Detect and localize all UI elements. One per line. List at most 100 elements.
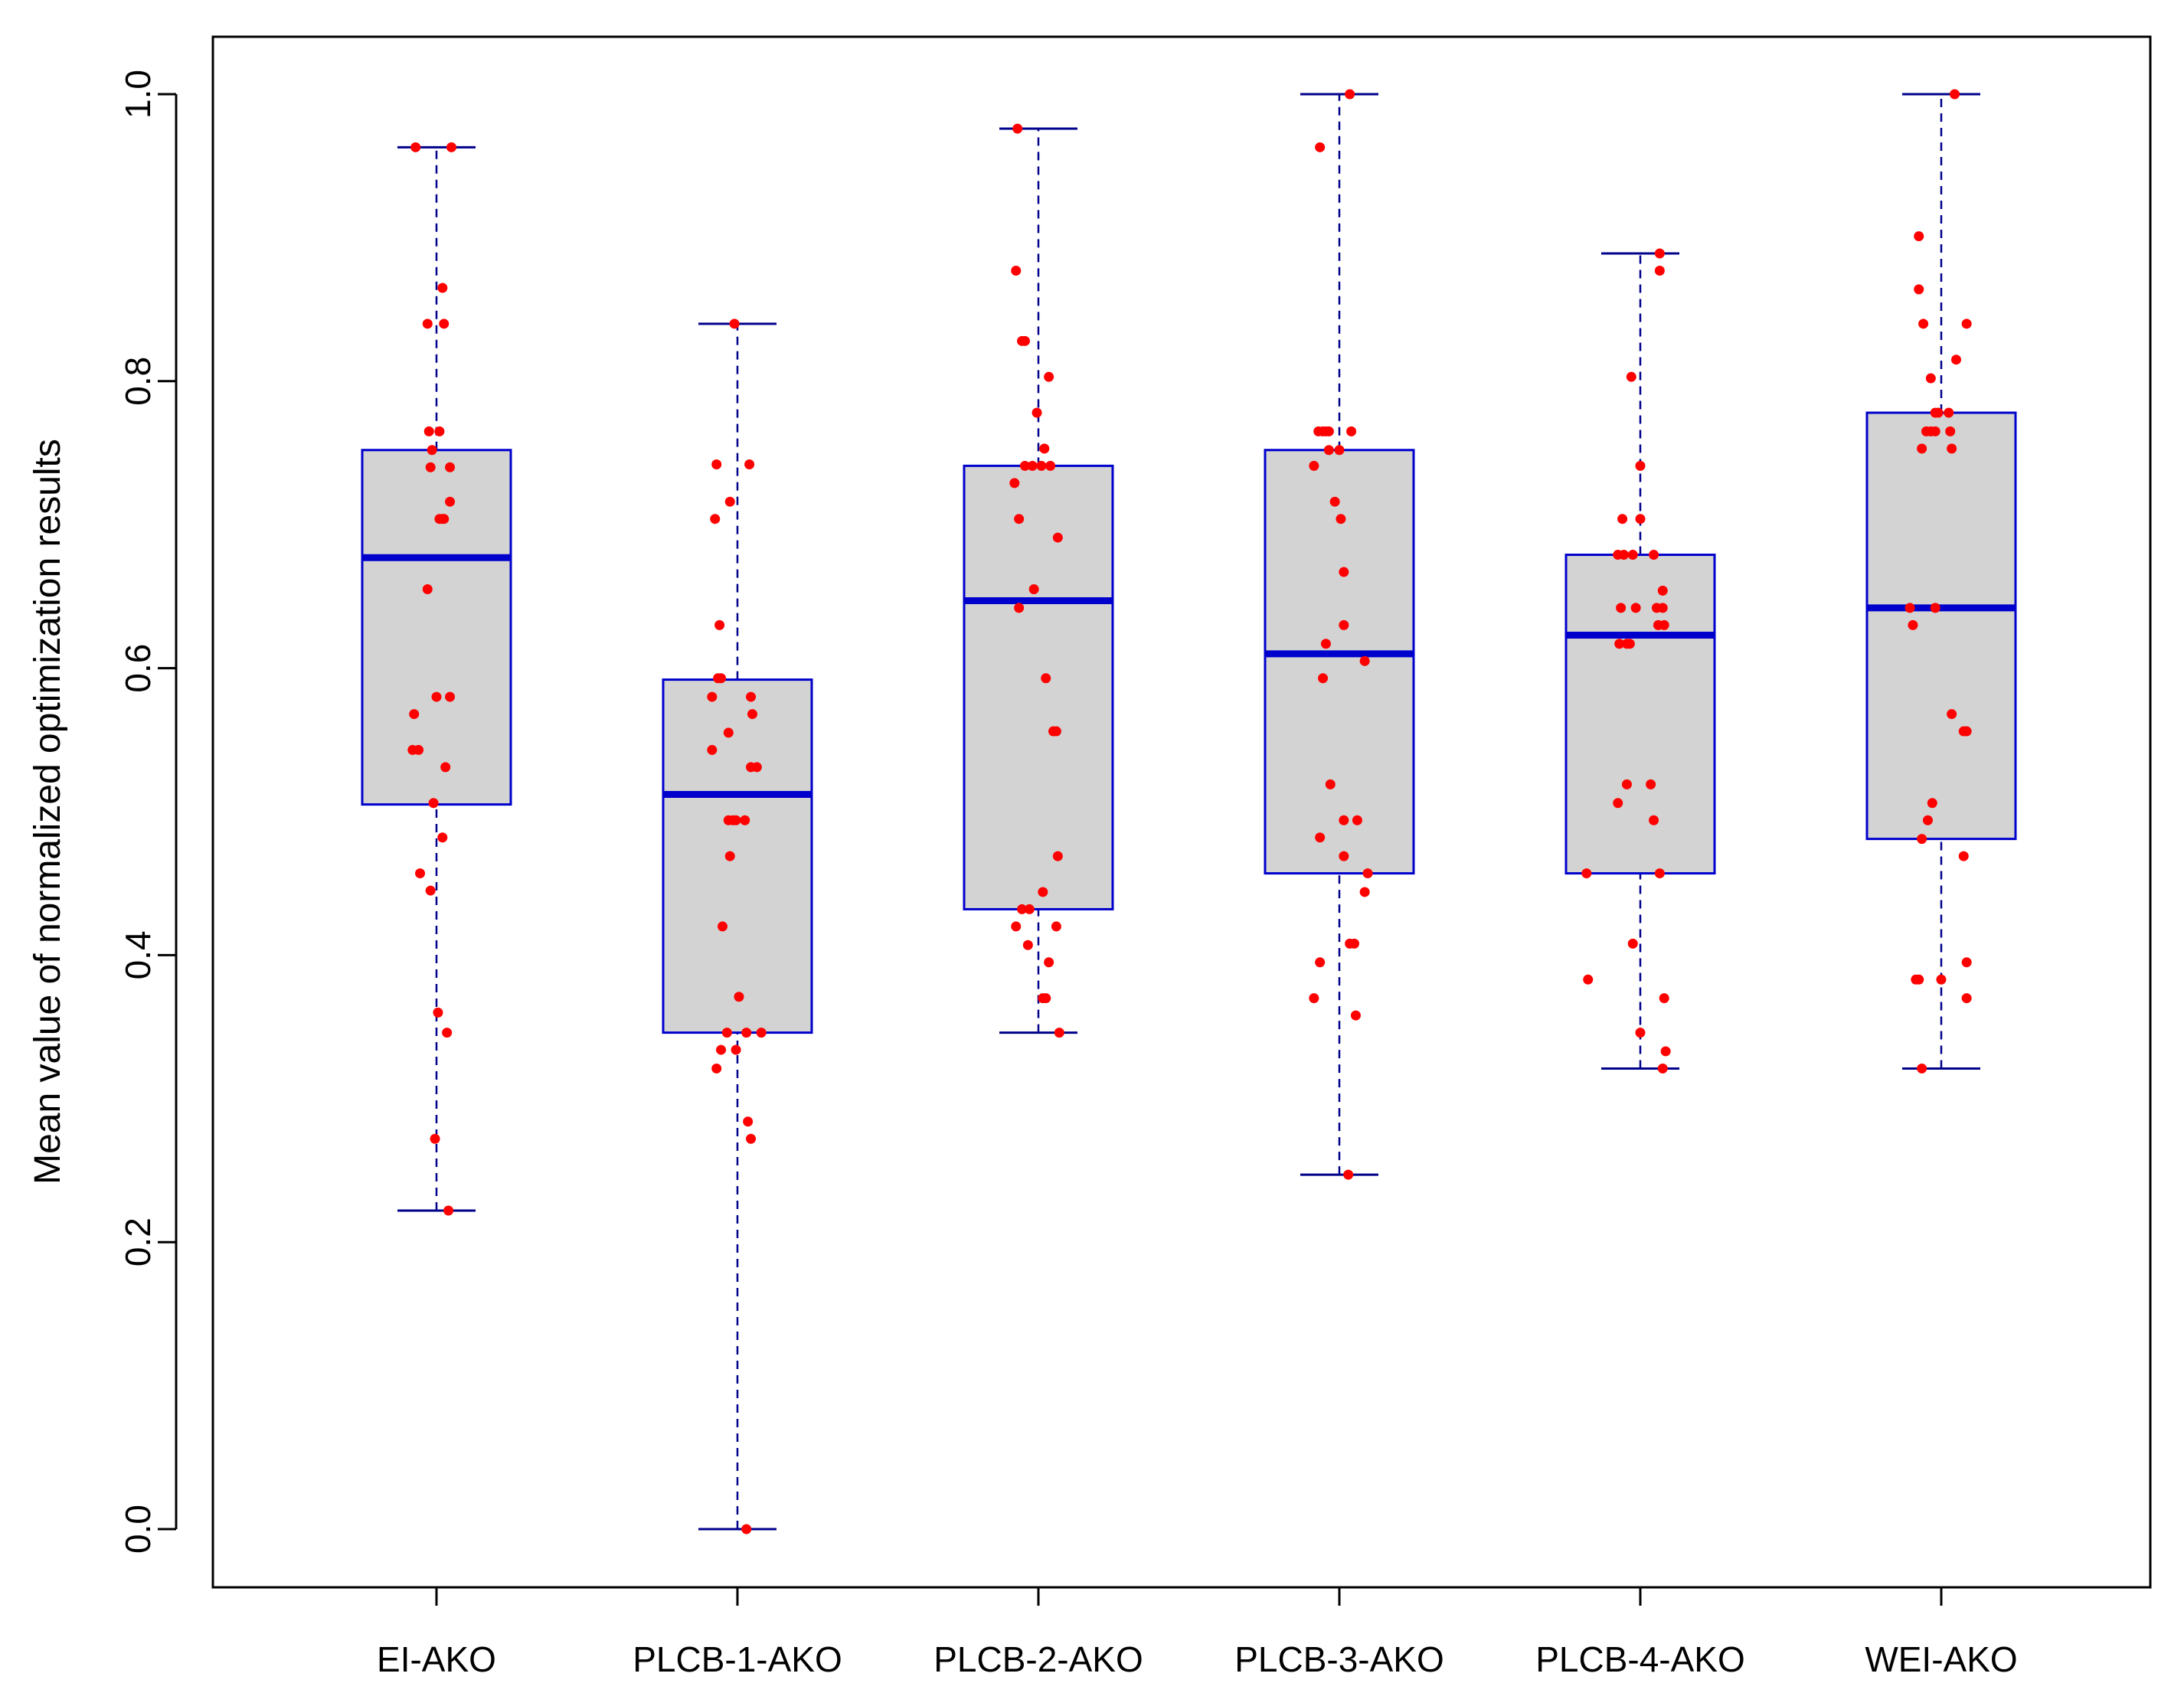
data-point [746,1133,757,1144]
data-point [1649,550,1659,560]
data-point [1044,957,1054,968]
data-point [1927,798,1937,809]
x-tick-label: PLCB-4-AKO [1535,1639,1745,1679]
data-point [1045,460,1056,471]
data-point [741,1524,752,1534]
data-point [741,1028,752,1038]
data-point [1947,709,1957,720]
data-point [1323,445,1334,456]
data-point [1315,142,1326,152]
data-point [1343,1169,1354,1180]
data-point [442,1028,453,1038]
data-point [1349,938,1359,949]
plot-frame [211,35,2152,1589]
data-point [724,851,735,861]
data-point [1917,443,1927,454]
data-point [1659,619,1669,630]
data-point [716,1044,727,1055]
data-point [425,462,436,472]
data-point [1325,779,1336,789]
data-point [1318,673,1329,684]
data-point [1334,445,1345,456]
data-point [434,426,445,436]
data-point [1635,1028,1646,1038]
x-axis-tick-labels: EI-AKO PLCB-1-AKO PLCB-2-AKO PLCB-3-AKO PLCB… [377,1587,2018,1679]
data-point [1339,815,1349,825]
data-point [1917,834,1927,845]
data-point [1914,974,1924,985]
data-point [1309,993,1319,1004]
data-point [1918,319,1929,329]
data-point [1019,460,1030,471]
data-point [1052,851,1063,861]
data-point [1022,940,1033,950]
data-point [1616,603,1627,613]
data-point [1009,478,1020,489]
data-point [1925,373,1936,384]
data-point [430,1133,440,1144]
y-axis-ticks: 0.0 0.2 0.4 0.6 0.8 1.0 [118,70,178,1554]
data-point [1617,514,1628,525]
data-point [433,1007,443,1018]
data-points [407,89,1972,1534]
data-point [707,691,718,702]
data-point [1011,266,1022,276]
boxes [361,93,2017,1531]
data-point [1621,779,1632,789]
data-point [427,445,437,456]
data-point [1961,726,1972,737]
data-point [1950,89,1960,100]
data-point [1626,371,1636,382]
y-axis-label: Mean value of normalized optimization re… [28,439,68,1185]
box-iqr [1564,554,1716,875]
data-point [423,426,434,436]
x-tick-label: PLCB-2-AKO [933,1639,1143,1679]
data-point [1309,460,1319,471]
data-point [422,319,433,329]
data-point [1581,868,1592,879]
data-point [710,514,721,525]
data-point [1660,1046,1671,1057]
data-point [414,744,424,755]
data-point [746,691,757,702]
data-point [410,142,421,152]
data-point [1930,426,1940,436]
data-point [1346,426,1357,436]
data-point [1619,550,1630,560]
data-point [1054,1028,1064,1038]
box-group [662,322,813,1531]
data-point [1339,619,1349,630]
data-point [716,673,727,684]
data-point [1362,868,1373,879]
data-point [1051,921,1061,932]
data-point [1657,1063,1668,1074]
data-point [1944,407,1954,418]
data-point [409,709,420,720]
data-point [1951,355,1961,365]
data-point [1659,993,1669,1004]
box-group [1264,93,1415,1176]
data-point [1315,957,1326,968]
data-point [729,319,740,329]
data-point [1036,460,1047,471]
data-point [1657,585,1668,596]
data-point [1654,248,1665,259]
data-point [446,142,456,152]
data-point [1933,407,1944,418]
data-point [1011,921,1022,932]
data-point [1012,123,1023,134]
data-point [1038,887,1048,897]
data-point [1028,584,1039,595]
data-point [1315,832,1326,843]
data-point [1961,957,1972,968]
data-point [1051,726,1061,737]
data-point [721,1028,732,1038]
data-point [1024,904,1035,914]
y-tick-label: 1.0 [118,70,158,119]
data-point [439,319,450,329]
data-point [1359,655,1370,666]
data-point [731,1044,741,1055]
data-point [723,727,734,738]
data-point [1339,567,1349,577]
